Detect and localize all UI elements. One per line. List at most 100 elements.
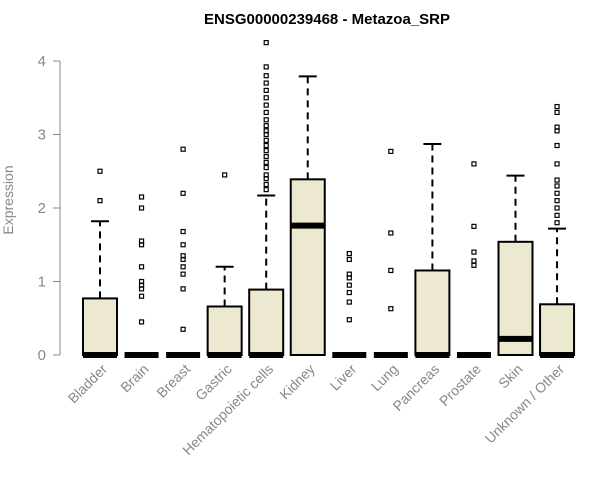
outlier-point: [388, 267, 394, 274]
outlier-point: [554, 190, 560, 196]
outlier-point: [263, 159, 269, 166]
outlier-point: [263, 102, 269, 108]
outlier-point: [346, 299, 352, 305]
x-tick-label: Lung: [368, 361, 401, 394]
outlier-point: [263, 148, 269, 154]
y-tick-label: 0: [38, 347, 46, 364]
outlier-point: [180, 146, 186, 152]
outlier-point: [263, 80, 269, 86]
outlier-point: [554, 124, 560, 130]
outlier-point: [346, 256, 352, 263]
outlier-point: [554, 177, 560, 183]
outlier-point: [346, 282, 352, 288]
box-kidney: [289, 75, 326, 356]
outlier-point: [554, 220, 560, 226]
box-iqr: [539, 303, 576, 357]
outlier-point: [388, 230, 394, 236]
outlier-point: [180, 253, 186, 259]
x-tick-label: Brain: [117, 361, 151, 395]
outlier-point: [263, 87, 269, 94]
y-tick-label: 1: [38, 274, 46, 291]
outlier-point: [263, 187, 269, 193]
outlier-point: [346, 271, 352, 277]
box-gastric: [206, 172, 243, 358]
outlier-point: [263, 64, 269, 70]
box-lung: [373, 148, 408, 358]
y-axis: 0 1 2 3 4: [38, 53, 61, 364]
outlier-point: [554, 198, 560, 204]
box-iqr: [289, 178, 326, 356]
outlier-point: [263, 142, 269, 149]
outlier-point: [138, 205, 145, 211]
outlier-point: [263, 40, 269, 46]
outlier-point: [554, 183, 560, 189]
y-axis-label: Expression: [0, 165, 16, 234]
outlier-point: [138, 293, 145, 299]
y-tick-label: 2: [38, 200, 46, 217]
outlier-point: [471, 249, 477, 255]
outlier-point: [554, 205, 560, 211]
outlier-point: [263, 73, 269, 79]
outlier-point: [180, 242, 186, 248]
outlier-point: [97, 168, 103, 174]
outlier-point: [222, 172, 228, 178]
box-hematopoietic-cells: [248, 40, 285, 358]
x-tick-label: Liver: [327, 361, 360, 394]
outlier-point: [138, 238, 145, 244]
outlier-point: [180, 286, 186, 292]
box-bladder: [82, 168, 118, 358]
outlier-point: [263, 117, 269, 123]
box-iqr: [414, 269, 451, 357]
outlier-point: [263, 123, 269, 129]
outlier-point: [263, 109, 269, 116]
x-tick-label: Bladder: [65, 361, 111, 407]
outlier-point: [263, 181, 269, 188]
box-iqr: [248, 288, 285, 356]
outlier-point: [263, 137, 269, 143]
outlier-point: [138, 319, 145, 325]
outlier-point: [138, 194, 145, 200]
outlier-point: [180, 228, 186, 235]
outlier-point: [97, 198, 103, 204]
box-pancreas: [414, 143, 451, 358]
chart-title: ENSG00000239468 - Metazoa_SRP: [204, 11, 450, 28]
x-tick-label: Breast: [153, 361, 193, 401]
outlier-point: [180, 271, 186, 277]
box-breast: [166, 146, 201, 358]
outlier-point: [180, 326, 186, 332]
y-tick-label: 4: [38, 53, 46, 70]
box-iqr: [206, 305, 243, 356]
outlier-point: [471, 258, 477, 264]
outlier-point: [346, 317, 352, 323]
x-tick-label: Kidney: [276, 361, 318, 403]
outlier-point: [346, 250, 352, 257]
x-tick-label: Prostate: [436, 361, 484, 409]
outlier-point: [263, 95, 269, 101]
outlier-point: [388, 148, 394, 155]
box-liver: [332, 250, 367, 358]
boxes-group: [82, 40, 576, 358]
outlier-point: [263, 172, 269, 178]
box-brain: [124, 194, 159, 358]
outlier-point: [554, 161, 560, 167]
outlier-point: [554, 103, 560, 110]
outlier-point: [263, 128, 269, 134]
outlier-point: [554, 109, 560, 116]
outlier-point: [346, 289, 352, 296]
outlier-point: [180, 190, 186, 196]
outlier-point: [138, 278, 145, 285]
box-prostate: [456, 161, 491, 358]
x-tick-label: Unknown / Other: [482, 361, 568, 447]
box-iqr: [82, 297, 118, 356]
outlier-point: [263, 153, 269, 160]
x-tick-label: Skin: [495, 361, 526, 392]
outlier-point: [388, 306, 394, 312]
outlier-point: [180, 264, 186, 270]
outlier-point: [138, 264, 145, 270]
box-unknown-other: [539, 103, 576, 358]
outlier-point: [554, 142, 560, 149]
box-skin: [497, 174, 534, 356]
outlier-point: [263, 164, 269, 171]
